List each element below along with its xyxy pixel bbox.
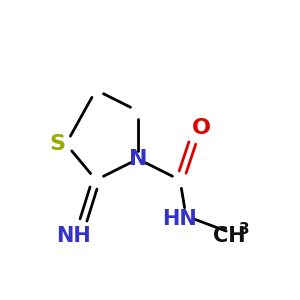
Text: HN: HN — [163, 209, 197, 229]
Text: 3: 3 — [239, 222, 250, 237]
Text: CH: CH — [213, 226, 246, 245]
Text: O: O — [191, 118, 211, 137]
Text: NH: NH — [56, 226, 91, 245]
Text: S: S — [49, 134, 65, 154]
Text: N: N — [129, 149, 147, 169]
